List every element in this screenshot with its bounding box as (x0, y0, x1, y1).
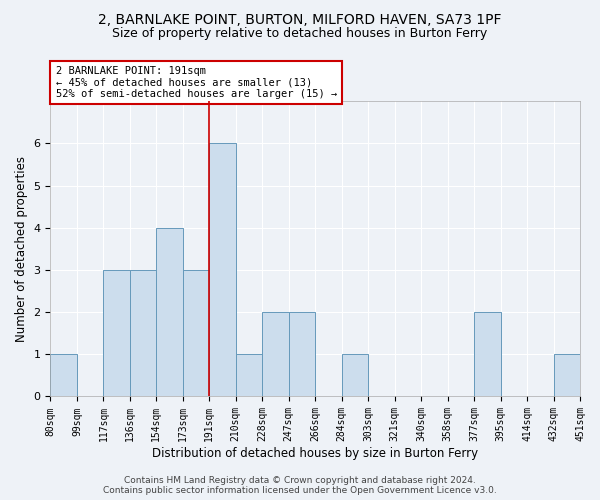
Bar (554, 354, 580, 397)
Bar (209, 144, 236, 396)
X-axis label: Distribution of detached houses by size in Burton Ferry: Distribution of detached houses by size … (152, 447, 478, 460)
Bar (289, 312, 315, 396)
Text: Size of property relative to detached houses in Burton Ferry: Size of property relative to detached ho… (112, 28, 488, 40)
Text: 2, BARNLAKE POINT, BURTON, MILFORD HAVEN, SA73 1PF: 2, BARNLAKE POINT, BURTON, MILFORD HAVEN… (98, 12, 502, 26)
Bar (341, 354, 368, 397)
Text: Contains HM Land Registry data © Crown copyright and database right 2024.
Contai: Contains HM Land Registry data © Crown c… (103, 476, 497, 495)
Y-axis label: Number of detached properties: Number of detached properties (15, 156, 28, 342)
Bar (474, 312, 500, 396)
Bar (50, 354, 77, 397)
Bar (103, 270, 130, 396)
Bar (130, 270, 157, 396)
Bar (262, 312, 289, 396)
Text: 2 BARNLAKE POINT: 191sqm
← 45% of detached houses are smaller (13)
52% of semi-d: 2 BARNLAKE POINT: 191sqm ← 45% of detach… (56, 66, 337, 99)
Bar (183, 270, 209, 396)
Bar (236, 354, 262, 397)
Bar (157, 228, 183, 396)
